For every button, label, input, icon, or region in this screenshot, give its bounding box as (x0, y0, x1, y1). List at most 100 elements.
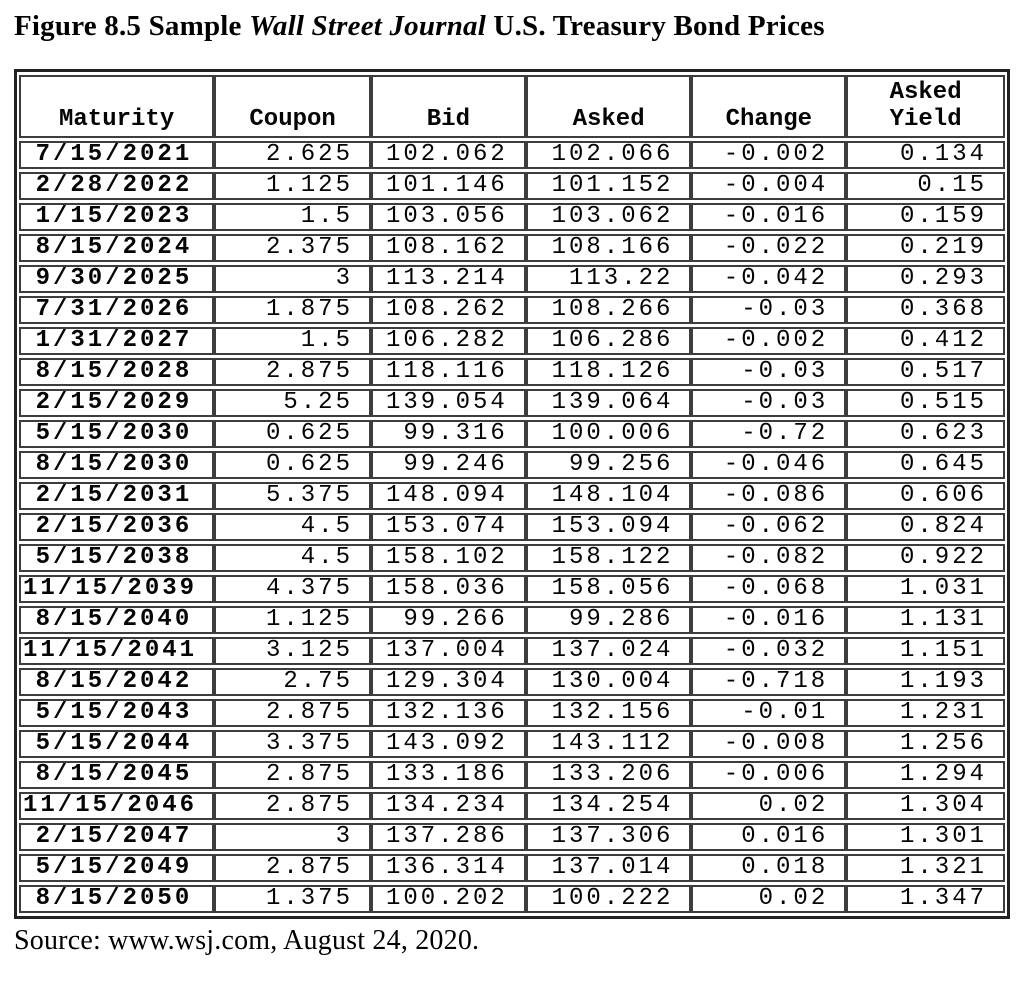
column-header-change: Change (691, 75, 847, 138)
cell-bid: 136.314 (370, 854, 526, 882)
cell-asked: 133.206 (525, 761, 692, 789)
cell-maturity: 11/15/2039 (19, 575, 215, 603)
cell-change: -0.01 (691, 699, 847, 727)
cell-change: -0.03 (691, 389, 847, 417)
cell-asked: 153.094 (525, 513, 692, 541)
cell-change: -0.046 (691, 451, 847, 479)
cell-change: -0.086 (691, 482, 847, 510)
cell-asked-yield: 0.515 (846, 389, 1005, 417)
cell-asked-yield: 1.151 (846, 637, 1005, 665)
table-header: Maturity Coupon Bid Asked Change Asked Y… (19, 75, 1005, 138)
cell-asked: 137.024 (525, 637, 692, 665)
cell-coupon: 3 (214, 265, 371, 293)
cell-change: -0.004 (691, 172, 847, 200)
cell-coupon: 3 (214, 823, 371, 851)
cell-coupon: 4.5 (214, 513, 371, 541)
cell-maturity: 8/15/2045 (19, 761, 215, 789)
cell-asked: 108.166 (525, 234, 692, 262)
cell-maturity: 1/31/2027 (19, 327, 215, 355)
cell-asked: 137.306 (525, 823, 692, 851)
cell-asked: 132.156 (525, 699, 692, 727)
cell-coupon: 2.75 (214, 668, 371, 696)
cell-asked-yield: 0.606 (846, 482, 1005, 510)
cell-maturity: 8/15/2042 (19, 668, 215, 696)
column-header-maturity: Maturity (19, 75, 215, 138)
table-row: 5/15/2044 3.375 143.092 143.112 -0.008 1.256 (19, 730, 1005, 758)
table-row: 5/15/2030 0.625 99.316 100.006 -0.72 0.623 (19, 420, 1005, 448)
cell-asked: 139.064 (525, 389, 692, 417)
cell-asked: 158.056 (525, 575, 692, 603)
cell-maturity: 5/15/2038 (19, 544, 215, 572)
figure-title-journal-name: Wall Street Journal (249, 10, 486, 42)
cell-bid: 101.146 (370, 172, 526, 200)
cell-change: -0.002 (691, 141, 847, 169)
column-header-asked-yield: Asked Yield (846, 75, 1005, 138)
cell-bid: 158.036 (370, 575, 526, 603)
cell-asked: 102.066 (525, 141, 692, 169)
cell-change: -0.016 (691, 606, 847, 634)
cell-coupon: 1.125 (214, 172, 371, 200)
cell-coupon: 1.875 (214, 296, 371, 324)
cell-change: -0.022 (691, 234, 847, 262)
figure-title: Figure 8.5 Sample Wall Street Journal U.… (14, 10, 1010, 43)
cell-asked: 113.22 (525, 265, 692, 293)
cell-bid: 132.136 (370, 699, 526, 727)
cell-change: -0.03 (691, 358, 847, 386)
cell-asked-yield: 1.256 (846, 730, 1005, 758)
cell-change: -0.062 (691, 513, 847, 541)
table-row: 5/15/2038 4.5 158.102 158.122 -0.082 0.922 (19, 544, 1005, 572)
cell-coupon: 1.375 (214, 885, 371, 913)
table-row: 2/28/2022 1.125 101.146 101.152 -0.004 0.15 (19, 172, 1005, 200)
cell-asked: 118.126 (525, 358, 692, 386)
cell-maturity: 11/15/2046 (19, 792, 215, 820)
cell-asked-yield: 0.368 (846, 296, 1005, 324)
table-row: 5/15/2049 2.875 136.314 137.014 0.018 1.321 (19, 854, 1005, 882)
table-row: 8/15/2024 2.375 108.162 108.166 -0.022 0.219 (19, 234, 1005, 262)
cell-asked-yield: 0.159 (846, 203, 1005, 231)
cell-change: -0.006 (691, 761, 847, 789)
cell-maturity: 9/30/2025 (19, 265, 215, 293)
table-row: 8/15/2050 1.375 100.202 100.222 0.02 1.347 (19, 885, 1005, 913)
cell-asked: 158.122 (525, 544, 692, 572)
cell-asked-yield: 1.193 (846, 668, 1005, 696)
cell-bid: 102.062 (370, 141, 526, 169)
cell-bid: 108.262 (370, 296, 526, 324)
cell-asked: 130.004 (525, 668, 692, 696)
table-row: 8/15/2045 2.875 133.186 133.206 -0.006 1.294 (19, 761, 1005, 789)
table-row: 8/15/2028 2.875 118.116 118.126 -0.03 0.517 (19, 358, 1005, 386)
table-row: 1/15/2023 1.5 103.056 103.062 -0.016 0.159 (19, 203, 1005, 231)
cell-asked-yield: 0.293 (846, 265, 1005, 293)
cell-maturity: 2/15/2047 (19, 823, 215, 851)
cell-coupon: 1.125 (214, 606, 371, 634)
cell-maturity: 5/15/2030 (19, 420, 215, 448)
cell-coupon: 2.875 (214, 358, 371, 386)
cell-maturity: 8/15/2030 (19, 451, 215, 479)
cell-asked: 103.062 (525, 203, 692, 231)
cell-asked-yield: 0.134 (846, 141, 1005, 169)
cell-coupon: 4.375 (214, 575, 371, 603)
cell-change: -0.032 (691, 637, 847, 665)
cell-change: -0.72 (691, 420, 847, 448)
table-row: 2/15/2029 5.25 139.054 139.064 -0.03 0.515 (19, 389, 1005, 417)
table-row: 8/15/2030 0.625 99.246 99.256 -0.046 0.645 (19, 451, 1005, 479)
cell-bid: 108.162 (370, 234, 526, 262)
cell-change: -0.042 (691, 265, 847, 293)
cell-coupon: 2.625 (214, 141, 371, 169)
cell-asked-yield: 0.412 (846, 327, 1005, 355)
table-row: 2/15/2036 4.5 153.074 153.094 -0.062 0.824 (19, 513, 1005, 541)
figure-title-prefix: Figure 8.5 Sample (14, 10, 250, 42)
cell-asked-yield: 0.517 (846, 358, 1005, 386)
cell-asked: 99.286 (525, 606, 692, 634)
bond-table-body: 7/15/2021 2.625 102.062 102.066 -0.002 0.134 2… (19, 141, 1005, 913)
cell-change: -0.03 (691, 296, 847, 324)
cell-asked-yield: 1.301 (846, 823, 1005, 851)
cell-asked: 101.152 (525, 172, 692, 200)
cell-coupon: 2.875 (214, 761, 371, 789)
cell-bid: 99.266 (370, 606, 526, 634)
cell-coupon: 2.875 (214, 792, 371, 820)
cell-asked-yield: 1.231 (846, 699, 1005, 727)
cell-coupon: 3.125 (214, 637, 371, 665)
column-header-bid: Bid (370, 75, 526, 138)
cell-bid: 129.304 (370, 668, 526, 696)
